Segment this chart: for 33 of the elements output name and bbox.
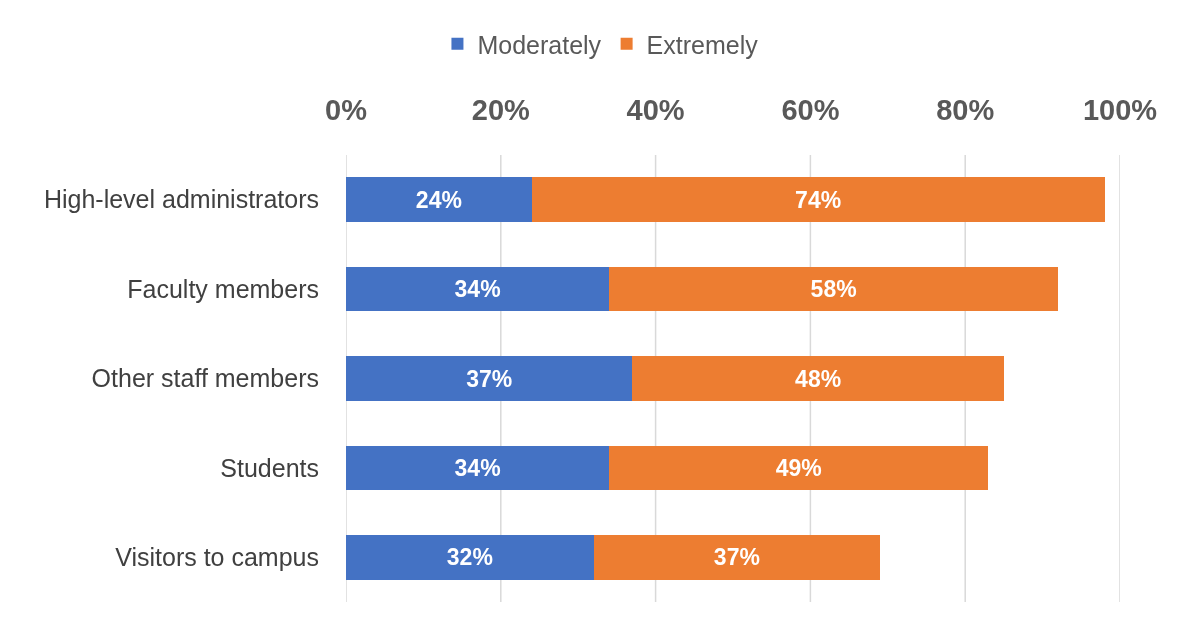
y-tick-label: Faculty members (127, 274, 319, 303)
bar (346, 177, 532, 223)
bar (346, 445, 610, 491)
bar (593, 534, 881, 580)
y-tick-label: Other staff members (91, 364, 319, 393)
legend-label: Extremely (646, 30, 759, 59)
x-tick-label: 40% (626, 94, 685, 127)
text: 58% (810, 276, 857, 303)
x-tick-label: 60% (781, 94, 840, 127)
bar (632, 356, 1004, 401)
text: 37% (713, 544, 760, 571)
bar (531, 177, 1105, 223)
bar (609, 266, 1059, 312)
bar (609, 445, 989, 491)
bar (346, 534, 594, 580)
x-tick-label: 80% (936, 94, 995, 127)
text: 48% (795, 365, 842, 392)
text: 34% (454, 454, 501, 481)
y-tick-label: Students (220, 453, 319, 482)
y-tick-label: Visitors to campus (115, 543, 319, 572)
bar (346, 356, 633, 401)
text: 49% (775, 454, 822, 481)
text: 37% (466, 365, 513, 392)
x-tick-label: 20% (471, 94, 531, 127)
bar (346, 266, 610, 312)
text: 24% (415, 186, 462, 213)
text: 74% (795, 186, 842, 213)
text: 32% (446, 544, 493, 571)
x-tick-label: 100% (1082, 94, 1158, 127)
legend-label: Moderately (477, 30, 602, 59)
x-tick-label: 0% (325, 94, 368, 127)
y-tick-label: High-level administrators (43, 185, 319, 214)
text: 34% (454, 276, 501, 303)
